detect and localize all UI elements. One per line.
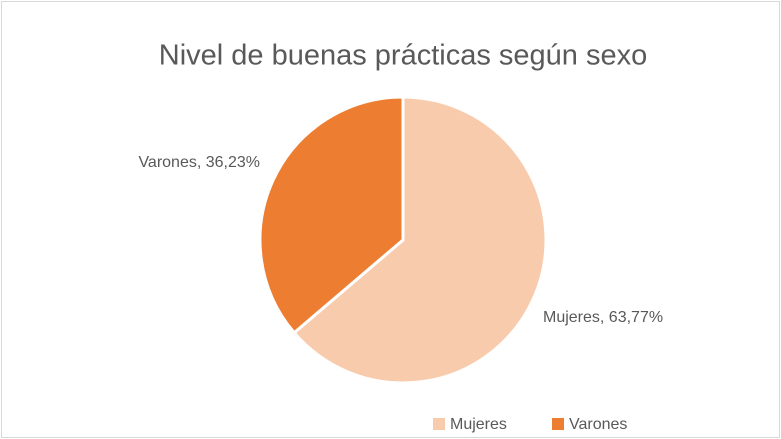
data-label: Varones, 36,23% [138, 154, 260, 171]
chart-title: Nivel de buenas prácticas según sexo [159, 40, 647, 72]
legend-swatch [552, 418, 564, 430]
data-label: Mujeres, 63,77% [543, 309, 663, 326]
legend-label: Mujeres [450, 416, 507, 433]
legend-label: Varones [569, 416, 627, 433]
pie-slice [292, 95, 548, 385]
pie-slice [258, 95, 405, 335]
legend-swatch [433, 418, 445, 430]
